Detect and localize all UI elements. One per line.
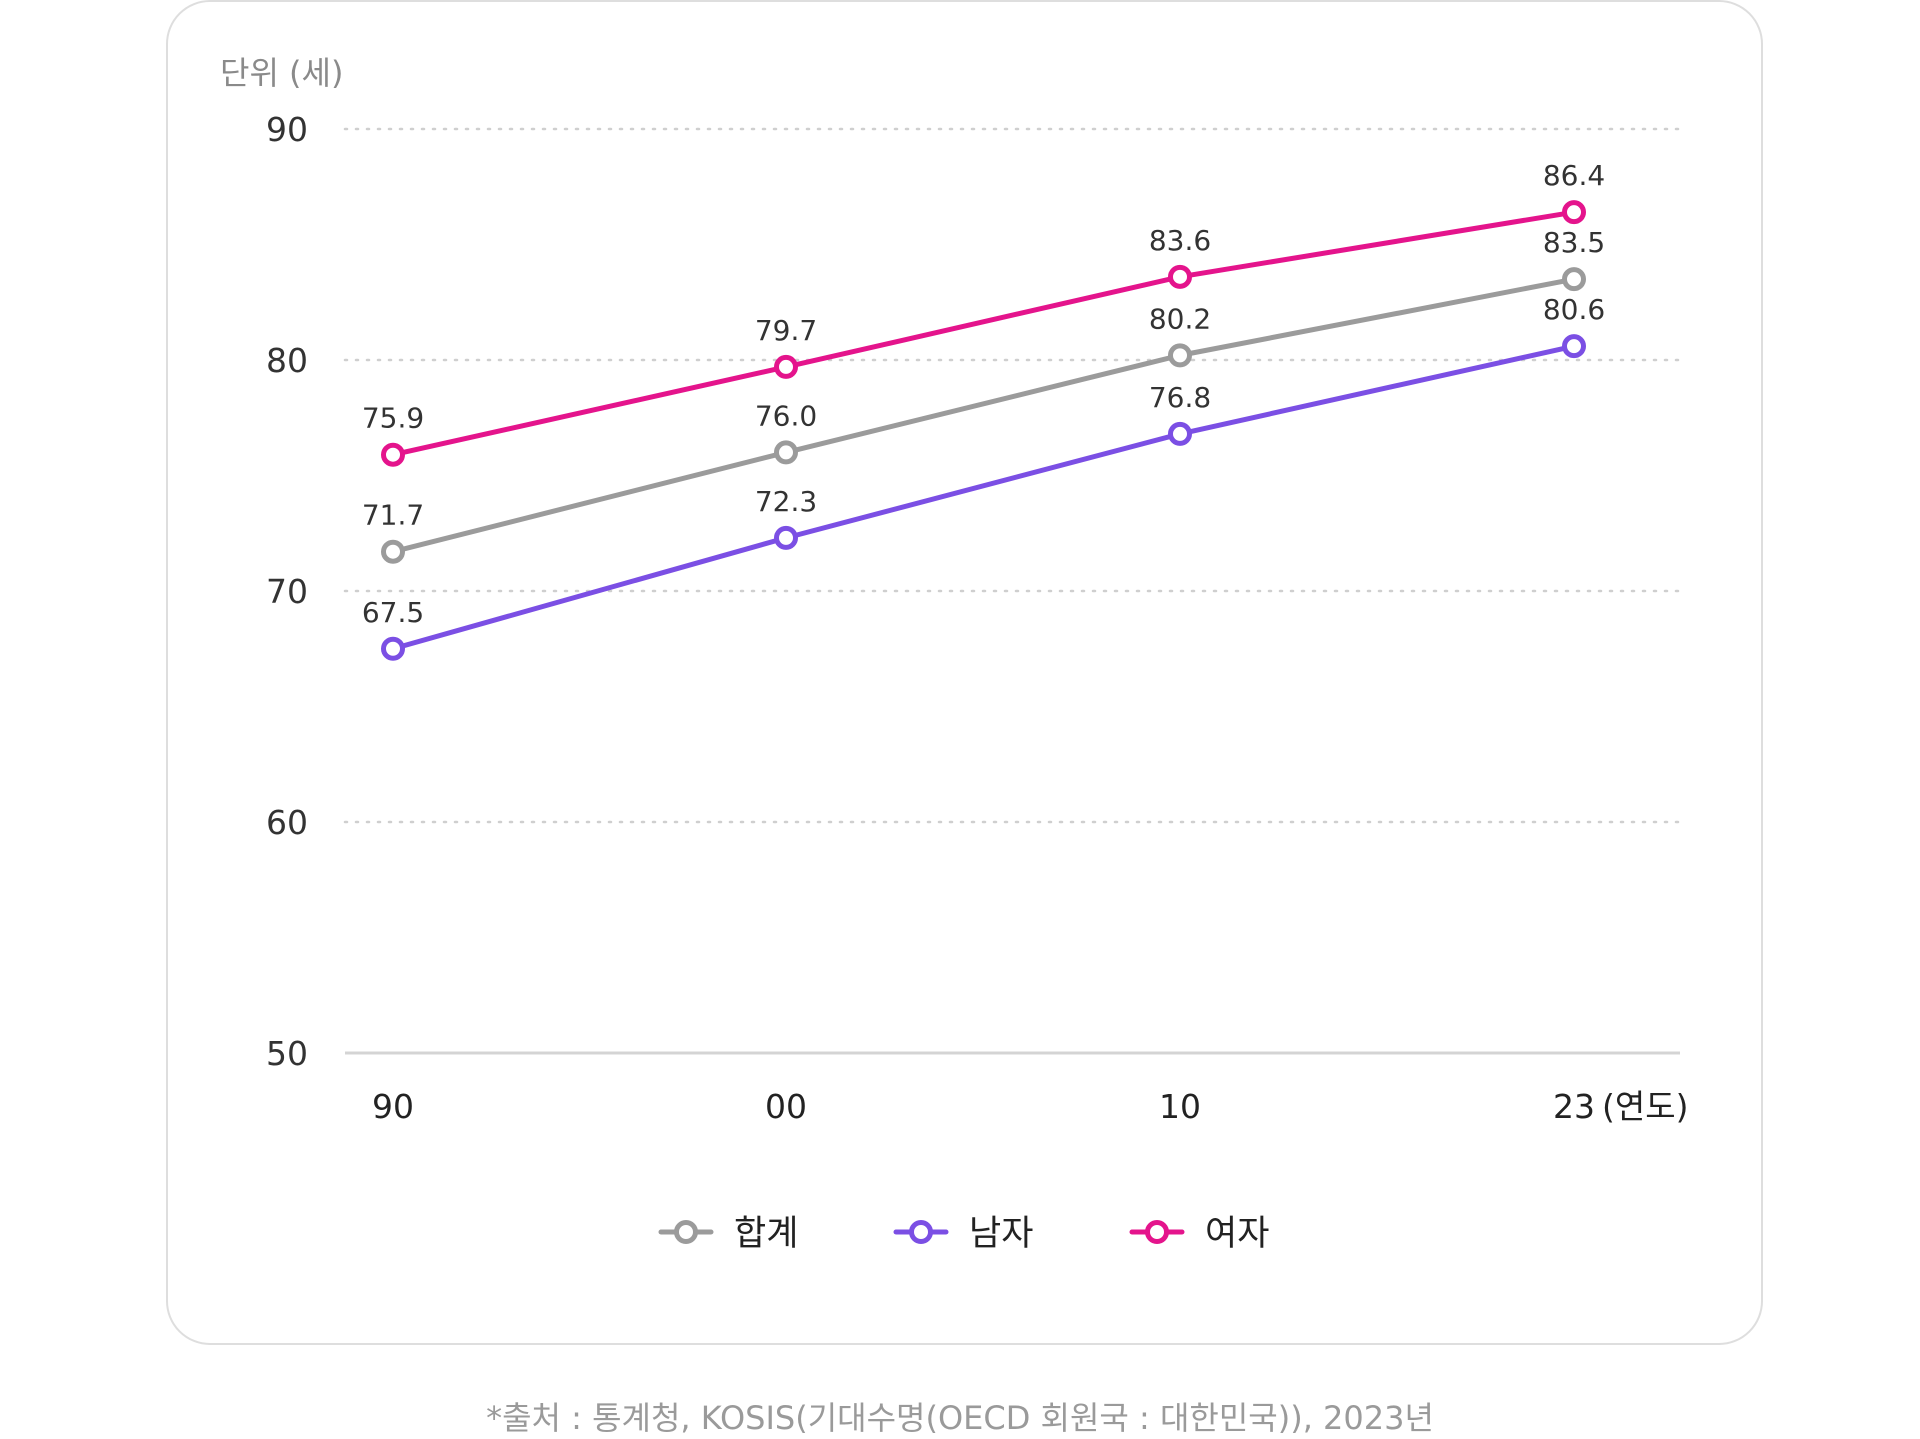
data-label: 80.2 — [1149, 302, 1211, 335]
data-label: 79.7 — [755, 314, 817, 347]
legend-marker — [1145, 1220, 1169, 1244]
data-point — [1168, 264, 1192, 289]
data-label: 80.6 — [1543, 293, 1605, 326]
data-point — [774, 440, 798, 465]
data-point — [1562, 200, 1586, 225]
data-label: 86.4 — [1543, 159, 1605, 192]
series-line — [390, 276, 1577, 555]
data-point — [1168, 421, 1192, 446]
legend-marker — [909, 1220, 933, 1244]
data-label: 71.7 — [362, 499, 424, 532]
data-point — [1562, 267, 1586, 292]
data-label: 83.5 — [1543, 226, 1605, 259]
data-point — [1168, 343, 1192, 368]
y-tick-label: 60 — [266, 803, 308, 842]
legend-label: 합계 — [734, 1214, 798, 1254]
series-line — [390, 209, 1577, 458]
y-tick-label: 70 — [266, 572, 308, 611]
source-note: *출처 : 통계청, KOSIS(기대수명(OECD 회원국 : 대한민국)),… — [486, 1399, 1434, 1437]
x-tick-label: 23 — [1553, 1087, 1595, 1126]
y-tick-label: 90 — [266, 110, 308, 149]
data-point — [1562, 334, 1586, 359]
data-label: 72.3 — [755, 485, 817, 518]
data-point — [774, 354, 798, 379]
series-line — [390, 343, 1577, 652]
data-label: 67.5 — [362, 596, 424, 629]
data-point — [381, 539, 405, 564]
data-point — [381, 442, 405, 467]
x-tick-label: 00 — [765, 1087, 807, 1126]
legend-label: 여자 — [1205, 1214, 1269, 1254]
legend-label: 남자 — [969, 1214, 1033, 1254]
unit-label: 단위 (세) — [220, 54, 344, 92]
x-axis-unit-label: (연도) — [1602, 1087, 1688, 1126]
data-point — [774, 525, 798, 550]
legend-marker — [674, 1220, 698, 1244]
data-label: 76.8 — [1149, 381, 1211, 414]
data-label: 76.0 — [755, 399, 817, 432]
y-tick-label: 50 — [266, 1034, 308, 1073]
x-tick-label: 90 — [372, 1087, 414, 1126]
data-label: 83.6 — [1149, 224, 1211, 257]
y-tick-label: 80 — [266, 341, 308, 380]
x-tick-label: 10 — [1159, 1087, 1201, 1126]
data-label: 75.9 — [362, 402, 424, 435]
data-point — [381, 636, 405, 661]
